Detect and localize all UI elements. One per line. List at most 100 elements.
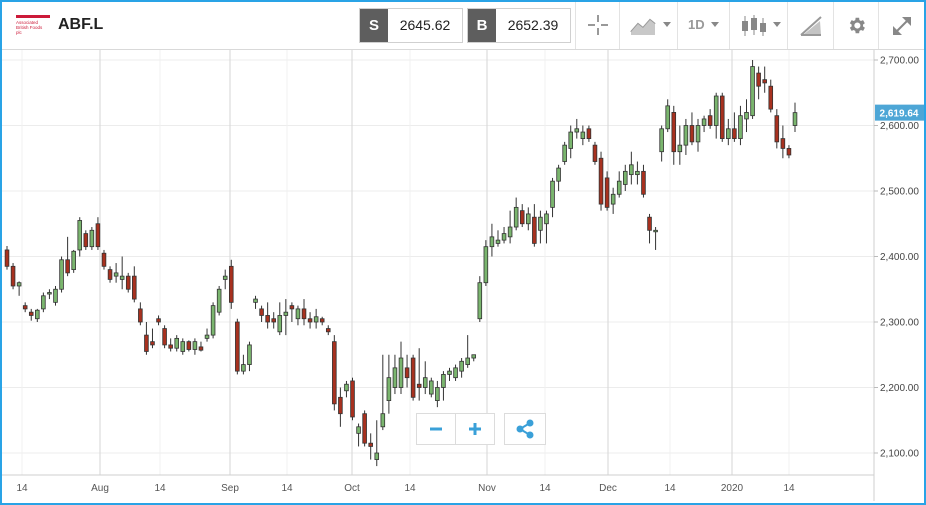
candle-body[interactable]: [738, 115, 743, 140]
candle-body[interactable]: [265, 315, 270, 323]
candle-body[interactable]: [750, 66, 755, 117]
candle-body[interactable]: [786, 148, 792, 156]
candle-body[interactable]: [150, 341, 155, 346]
candle-body[interactable]: [47, 292, 52, 295]
candle-body[interactable]: [659, 128, 664, 153]
candle-body[interactable]: [453, 367, 458, 379]
candle-body[interactable]: [598, 157, 604, 205]
candle-body[interactable]: [404, 367, 410, 379]
candle-body[interactable]: [59, 259, 64, 290]
candle-body[interactable]: [459, 360, 464, 372]
candle-body[interactable]: [647, 216, 652, 231]
candle-body[interactable]: [422, 377, 428, 388]
candle-body[interactable]: [374, 452, 380, 460]
candle-body[interactable]: [180, 341, 186, 352]
candle-body[interactable]: [513, 206, 519, 228]
candle-body[interactable]: [574, 128, 580, 133]
instrument-symbol[interactable]: ABF.L: [58, 16, 104, 33]
zoom-in-button[interactable]: [455, 413, 495, 445]
candle-body[interactable]: [616, 180, 622, 195]
share-button[interactable]: [504, 413, 546, 445]
candle-body[interactable]: [792, 112, 798, 126]
chart-type-button[interactable]: [619, 2, 678, 49]
candle-body[interactable]: [271, 318, 276, 323]
candle-body[interactable]: [186, 341, 192, 350]
candle-body[interactable]: [338, 396, 343, 415]
candle-body[interactable]: [774, 115, 780, 143]
candle-body[interactable]: [362, 413, 367, 444]
candle-body[interactable]: [562, 144, 567, 162]
candle-body[interactable]: [489, 236, 495, 248]
candle-body[interactable]: [635, 170, 640, 176]
candle-body[interactable]: [441, 373, 446, 388]
candle-body[interactable]: [210, 305, 216, 336]
candle-body[interactable]: [77, 220, 83, 251]
candle-body[interactable]: [677, 144, 683, 153]
candle-body[interactable]: [695, 125, 701, 143]
candle-body[interactable]: [641, 170, 646, 195]
candle-body[interactable]: [313, 316, 319, 323]
fullscreen-button[interactable]: [878, 2, 925, 49]
candle-body[interactable]: [532, 216, 537, 244]
candle-body[interactable]: [10, 265, 16, 287]
candle-body[interactable]: [235, 321, 240, 372]
candle-body[interactable]: [28, 311, 34, 316]
candle-body[interactable]: [16, 282, 22, 287]
candle-body[interactable]: [283, 311, 289, 316]
candle-body[interactable]: [228, 265, 234, 303]
candle-body[interactable]: [386, 377, 392, 401]
candle-body[interactable]: [592, 144, 598, 162]
candle-body[interactable]: [332, 341, 337, 405]
candle-body[interactable]: [35, 309, 40, 320]
candle-body[interactable]: [144, 334, 149, 352]
draw-button[interactable]: [787, 2, 834, 49]
candle-body[interactable]: [483, 246, 489, 284]
candle-body[interactable]: [319, 318, 325, 323]
candle-body[interactable]: [295, 308, 301, 320]
candle-body[interactable]: [762, 79, 767, 84]
candle-body[interactable]: [410, 357, 416, 398]
candle-body[interactable]: [344, 383, 349, 392]
candle-body[interactable]: [586, 128, 592, 140]
candle-body[interactable]: [138, 308, 143, 323]
candle-body[interactable]: [392, 367, 398, 388]
crosshair-button[interactable]: [575, 2, 620, 49]
candle-body[interactable]: [526, 213, 531, 225]
candle-body[interactable]: [604, 177, 610, 208]
candle-body[interactable]: [356, 426, 361, 434]
candle-body[interactable]: [289, 305, 295, 310]
candle-body[interactable]: [671, 112, 677, 153]
candle-body[interactable]: [325, 328, 331, 333]
candle-body[interactable]: [277, 315, 283, 333]
candle-body[interactable]: [132, 275, 137, 300]
candle-body[interactable]: [107, 269, 113, 280]
candle-body[interactable]: [568, 131, 574, 149]
candle-body[interactable]: [447, 370, 452, 375]
candle-body[interactable]: [119, 275, 125, 280]
candle-body[interactable]: [41, 295, 46, 310]
candle-body[interactable]: [519, 210, 525, 225]
candle-body[interactable]: [53, 288, 58, 303]
candle-body[interactable]: [732, 128, 737, 140]
settings-button[interactable]: [833, 2, 879, 49]
candle-body[interactable]: [198, 346, 204, 351]
candle-body[interactable]: [95, 223, 101, 248]
candle-body[interactable]: [416, 383, 422, 388]
candle-body[interactable]: [622, 170, 628, 185]
candle-body[interactable]: [538, 216, 543, 231]
candle-body[interactable]: [507, 226, 513, 238]
candle-body[interactable]: [780, 138, 786, 149]
candle-body[interactable]: [398, 357, 404, 388]
candle-body[interactable]: [4, 249, 10, 267]
candle-body[interactable]: [550, 180, 555, 208]
candle-body[interactable]: [113, 272, 119, 277]
timeframe-button[interactable]: 1D: [677, 2, 730, 49]
candle-body[interactable]: [22, 305, 28, 310]
candle-body[interactable]: [544, 213, 549, 225]
candle-body[interactable]: [435, 387, 440, 402]
candle-body[interactable]: [301, 308, 307, 320]
candle-body[interactable]: [756, 72, 761, 87]
candle-body[interactable]: [241, 364, 246, 372]
candle-body[interactable]: [192, 341, 198, 350]
sell-button[interactable]: S 2645.62: [359, 8, 463, 43]
